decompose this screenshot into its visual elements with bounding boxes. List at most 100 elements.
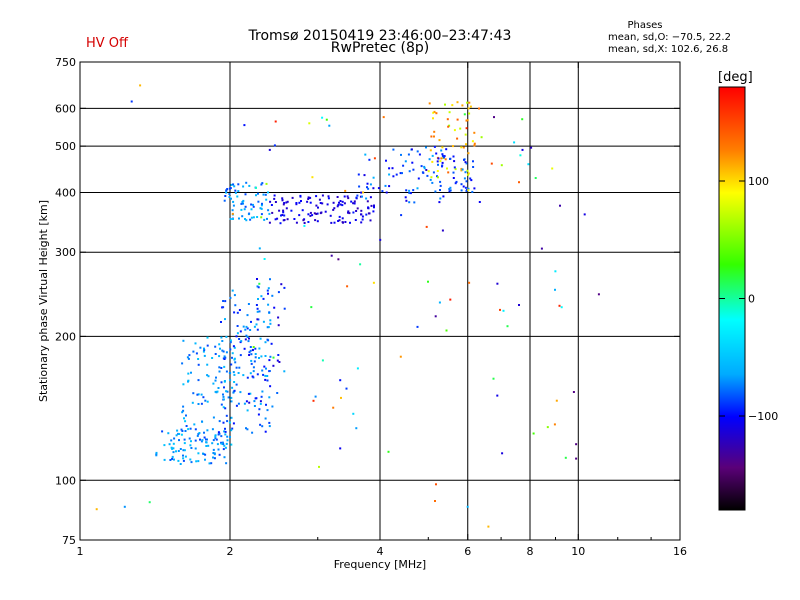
echo-point bbox=[448, 188, 451, 190]
echo-point bbox=[460, 167, 463, 170]
echo-point bbox=[224, 433, 227, 436]
echo-point bbox=[248, 401, 251, 404]
echo-point bbox=[220, 321, 222, 323]
echo-point bbox=[310, 306, 313, 309]
echo-point bbox=[316, 212, 319, 215]
echo-point bbox=[224, 356, 227, 359]
echo-point bbox=[373, 206, 375, 209]
echo-point bbox=[223, 430, 226, 433]
echo-point bbox=[356, 367, 359, 370]
echo-point bbox=[343, 202, 346, 205]
echo-point bbox=[431, 154, 434, 157]
echo-point bbox=[220, 381, 223, 384]
echo-point bbox=[178, 433, 181, 435]
echo-point bbox=[220, 367, 223, 369]
echo-point bbox=[217, 387, 220, 389]
echo-point bbox=[231, 356, 233, 359]
echo-point bbox=[231, 218, 234, 220]
echo-point bbox=[221, 441, 224, 444]
echo-point bbox=[206, 429, 209, 432]
echo-point bbox=[436, 170, 439, 172]
echo-point bbox=[194, 342, 197, 345]
echo-point bbox=[182, 339, 185, 342]
echo-point bbox=[434, 190, 437, 193]
echo-point bbox=[258, 357, 260, 359]
echo-point bbox=[230, 363, 233, 366]
grid-lines bbox=[80, 62, 680, 540]
x-tick-label: 16 bbox=[673, 545, 687, 558]
echo-point bbox=[332, 406, 335, 409]
echo-point bbox=[441, 154, 444, 157]
echo-point bbox=[399, 172, 402, 175]
echo-point bbox=[518, 304, 520, 306]
echo-point bbox=[197, 452, 200, 455]
echo-point bbox=[226, 435, 229, 438]
echo-point bbox=[244, 328, 247, 331]
echo-point bbox=[313, 212, 316, 215]
echo-point bbox=[418, 153, 421, 156]
echo-point bbox=[231, 289, 234, 292]
echo-point bbox=[267, 303, 270, 306]
echo-point bbox=[269, 278, 271, 281]
echo-point bbox=[349, 221, 351, 224]
echo-point bbox=[597, 293, 600, 296]
echo-point bbox=[214, 437, 217, 440]
colorbar-tick-label: 100 bbox=[748, 175, 769, 188]
echo-point bbox=[267, 209, 270, 212]
echo-point bbox=[411, 161, 414, 164]
echo-point bbox=[265, 367, 267, 370]
echo-point bbox=[260, 355, 263, 358]
echo-point bbox=[229, 296, 232, 299]
echo-point bbox=[203, 354, 206, 357]
echo-point bbox=[359, 263, 362, 266]
echo-point bbox=[192, 392, 195, 395]
echo-point bbox=[271, 211, 274, 214]
echo-point bbox=[211, 442, 214, 445]
echo-point bbox=[362, 191, 365, 194]
echo-point bbox=[187, 428, 190, 431]
echo-point bbox=[252, 366, 255, 369]
echo-point bbox=[225, 390, 228, 393]
echo-point bbox=[267, 326, 270, 329]
echo-point bbox=[224, 300, 227, 303]
echo-point bbox=[453, 166, 456, 169]
echo-point bbox=[553, 423, 556, 426]
echo-point bbox=[460, 183, 463, 186]
echo-point bbox=[359, 195, 362, 198]
echo-point bbox=[223, 380, 226, 382]
echo-point bbox=[252, 370, 255, 373]
echo-point bbox=[250, 359, 253, 362]
x-tick-label: 1 bbox=[77, 545, 84, 558]
echo-point bbox=[471, 190, 474, 193]
echo-point bbox=[237, 402, 240, 405]
echo-point bbox=[430, 176, 433, 179]
echo-point bbox=[260, 213, 263, 216]
echo-point bbox=[324, 210, 327, 213]
echo-point bbox=[433, 130, 436, 133]
echo-point bbox=[480, 136, 483, 139]
echo-point bbox=[222, 393, 224, 396]
echo-point bbox=[417, 177, 420, 180]
echo-point bbox=[402, 164, 405, 167]
echo-point bbox=[222, 448, 225, 451]
echo-point bbox=[341, 217, 344, 220]
echo-point bbox=[245, 334, 248, 337]
echo-point bbox=[182, 383, 185, 386]
echo-point bbox=[200, 440, 203, 443]
echo-point bbox=[448, 190, 451, 193]
echo-point bbox=[377, 187, 380, 190]
echo-point bbox=[220, 336, 223, 339]
echo-point bbox=[179, 448, 182, 450]
echo-point bbox=[487, 525, 490, 528]
echo-point bbox=[452, 177, 455, 179]
echo-point bbox=[330, 221, 333, 224]
echo-point bbox=[269, 319, 272, 322]
echo-point bbox=[170, 446, 173, 449]
echo-point bbox=[268, 221, 271, 224]
echo-point bbox=[446, 118, 449, 121]
echo-point bbox=[404, 160, 407, 163]
echo-point bbox=[307, 221, 310, 223]
echo-point bbox=[266, 379, 269, 382]
echo-point bbox=[254, 397, 257, 400]
echo-point bbox=[250, 208, 253, 211]
